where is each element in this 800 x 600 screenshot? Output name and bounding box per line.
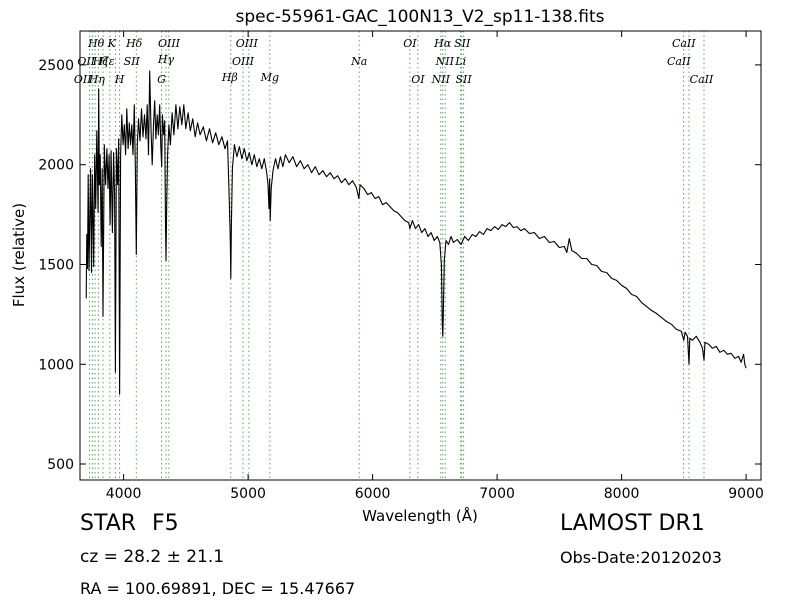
line-label-21: G	[157, 73, 166, 86]
line-label-3: OIII	[158, 37, 181, 50]
line-label-0: Hθ	[87, 37, 105, 50]
y-tick-label-0: 500	[47, 457, 74, 473]
line-label-22: Hβ	[221, 71, 238, 84]
object-class: STAR	[80, 511, 137, 536]
line-label-8: CaII	[672, 37, 696, 50]
x-tick-label-5: 9000	[728, 486, 764, 502]
line-label-27: SII	[455, 73, 472, 86]
line-label-20: H	[114, 73, 125, 86]
axis-ticks: 4000 5000 6000 7000 8000 9000 500 1000 1500 2000 2…	[38, 31, 764, 502]
survey-name: LAMOST DR1	[560, 511, 705, 536]
line-label-9: Hγ	[157, 53, 175, 66]
line-label-16: Li	[454, 55, 466, 68]
line-label-19: Hη	[88, 73, 106, 86]
line-label-11: Hζ	[92, 55, 110, 68]
spectrum-series	[85, 70, 747, 395]
sky-coordinates: RA = 100.69891, DEC = 15.47667	[80, 579, 356, 598]
spectral-lines	[89, 31, 705, 480]
chart-title: spec-55961-GAC_100N13_V2_sp11-138.fits	[235, 7, 604, 27]
x-tick-label-2: 6000	[355, 486, 391, 502]
line-label-14: Na	[350, 55, 367, 68]
line-label-15: NII	[435, 55, 455, 68]
line-label-24: Mg	[260, 71, 279, 84]
flux-series-line-0	[85, 70, 747, 395]
line-label-1: K	[107, 37, 117, 50]
line-label-6: Hα	[433, 37, 452, 50]
y-tick-label-1: 1000	[38, 357, 74, 373]
object-classification: STAR F5	[80, 511, 179, 536]
redshift-value: cz = 28.2 ± 21.1	[80, 547, 225, 567]
y-tick-label-2: 1500	[38, 258, 74, 274]
y-axis-label: Flux (relative)	[10, 203, 28, 307]
line-label-25: OI	[411, 73, 425, 86]
line-label-26: NII	[431, 73, 451, 86]
line-label-12: Hε	[98, 55, 115, 68]
line-label-13: SII	[124, 55, 141, 68]
observation-date: Obs-Date:20120203	[560, 548, 722, 567]
y-tick-label-4: 2500	[38, 58, 74, 74]
line-label-2: Hδ	[125, 37, 143, 50]
x-axis-label: Wavelength (Å)	[362, 506, 478, 525]
line-label-5: OI	[403, 37, 417, 50]
line-label-4: OIII	[236, 37, 259, 50]
line-label-28: CaII	[690, 73, 714, 86]
x-tick-label-1: 5000	[230, 486, 266, 502]
x-tick-label-3: 7000	[479, 486, 515, 502]
line-label-18: OII	[74, 73, 92, 86]
x-tick-label-4: 8000	[604, 486, 640, 502]
y-tick-label-3: 2000	[38, 158, 74, 174]
line-label-17: CaII	[667, 55, 691, 68]
line-label-7: SII	[454, 37, 471, 50]
plot-frame	[79, 30, 762, 481]
x-tick-label-0: 4000	[106, 486, 142, 502]
line-label-23: OIII	[232, 55, 255, 68]
object-subclass: F5	[152, 511, 179, 536]
